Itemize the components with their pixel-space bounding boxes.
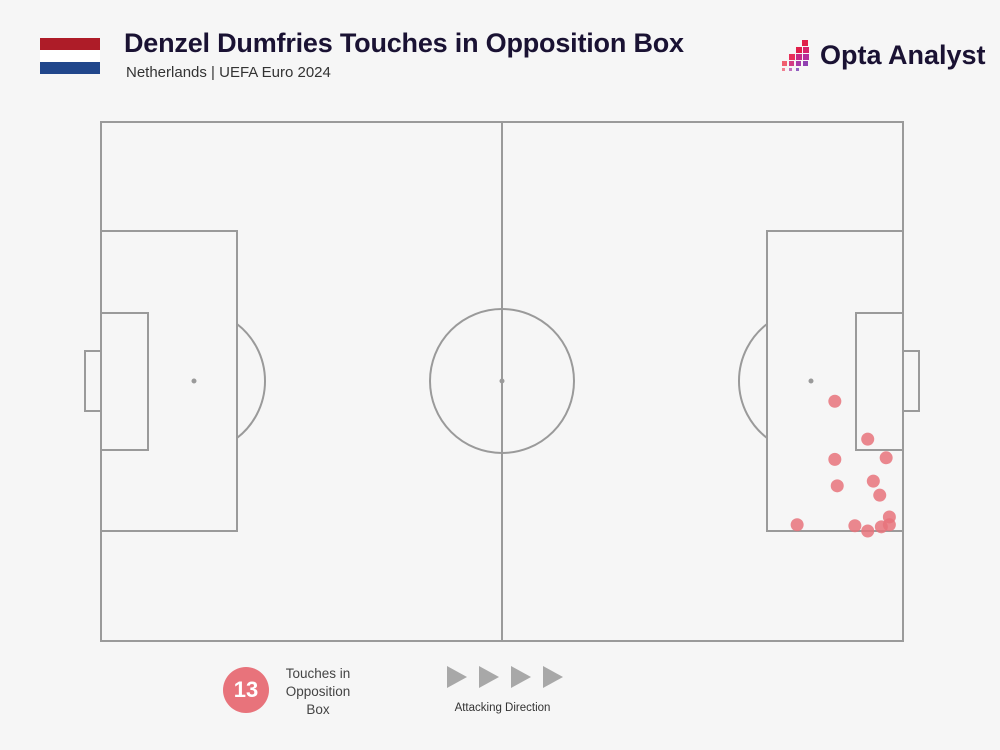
arrow-right-icon [511,666,531,688]
left-six-yard-box [100,312,149,451]
touch-point [830,479,844,493]
opta-analyst-logo: Opta Analyst [780,38,986,72]
flag-stripe-red [40,38,100,50]
left-goal [84,350,102,412]
arrow-right-icon [479,666,499,688]
flag-stripe-white [40,50,100,62]
touch-point [861,524,875,538]
arrow-right-icon [543,666,563,688]
right-goal [902,350,920,412]
center-spot [499,378,505,384]
touch-point [861,432,875,446]
netherlands-flag [40,38,100,74]
touch-point [790,518,804,532]
chart-title: Denzel Dumfries Touches in Opposition Bo… [124,28,684,58]
left-penalty-spot [191,378,197,384]
opta-logo-icon [782,40,809,71]
touch-point [882,518,896,532]
touch-point [848,519,862,533]
touch-point [828,394,842,408]
touch-point [828,452,842,466]
right-six-yard-box [855,312,904,451]
attacking-direction-arrows [447,666,563,688]
touch-point [866,474,880,488]
touch-count-badge: 13 [223,667,269,713]
touch-point [879,451,893,465]
left-penalty-box [100,230,238,532]
right-penalty-arc [738,323,768,439]
attacking-direction-label: Attacking Direction [454,702,551,714]
left-penalty-arc [236,323,266,439]
flag-stripe-blue [40,62,100,74]
touch-count-label: Touches in Opposition Box [285,666,351,717]
chart-subtitle: Netherlands | UEFA Euro 2024 [126,64,331,81]
touch-point [873,488,887,502]
right-penalty-spot [808,378,814,384]
center-circle [429,308,575,454]
arrow-right-icon [447,666,467,688]
logo-text: Opta Analyst [820,39,986,70]
